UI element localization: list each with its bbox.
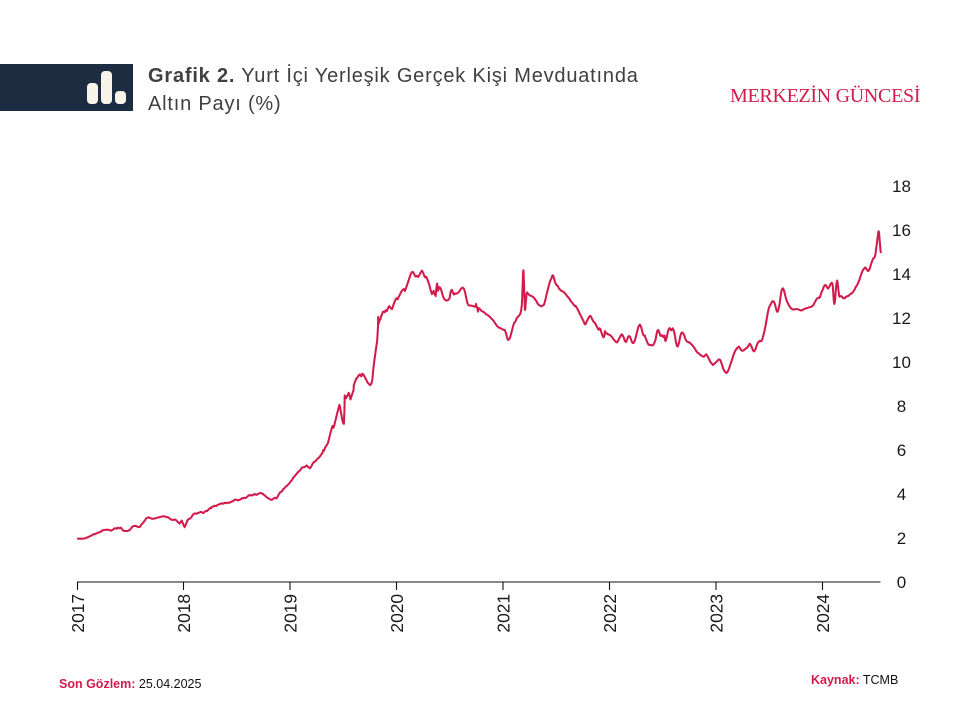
svg-text:8: 8 <box>897 397 906 416</box>
svg-text:2019: 2019 <box>280 594 300 633</box>
svg-text:2018: 2018 <box>174 594 194 633</box>
svg-text:2022: 2022 <box>600 594 620 633</box>
svg-text:2024: 2024 <box>813 594 833 633</box>
svg-text:4: 4 <box>897 485 906 504</box>
svg-text:2021: 2021 <box>493 594 513 633</box>
svg-text:2: 2 <box>897 529 906 548</box>
svg-text:0: 0 <box>897 573 906 592</box>
svg-text:16: 16 <box>892 221 911 240</box>
svg-text:6: 6 <box>897 441 906 460</box>
svg-text:12: 12 <box>892 309 911 328</box>
svg-text:10: 10 <box>892 353 911 372</box>
svg-text:2020: 2020 <box>387 594 407 633</box>
svg-text:2017: 2017 <box>68 594 88 633</box>
svg-text:14: 14 <box>892 265 911 284</box>
svg-text:18: 18 <box>892 177 911 196</box>
svg-text:2023: 2023 <box>706 594 726 633</box>
